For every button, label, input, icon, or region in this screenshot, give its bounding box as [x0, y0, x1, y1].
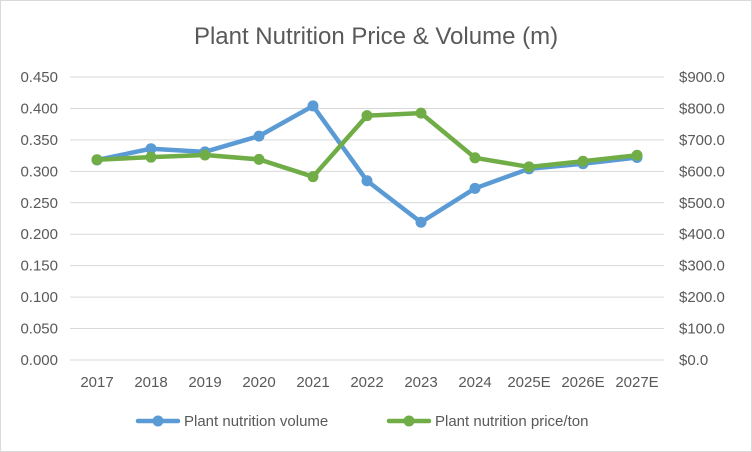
- data-point: [199, 149, 211, 161]
- left-tick-label: 0.300: [20, 163, 58, 180]
- left-tick-label: 0.050: [20, 321, 58, 338]
- x-tick-label: 2022: [350, 374, 383, 391]
- data-point: [469, 182, 481, 194]
- chart-title: Plant Nutrition Price & Volume (m): [194, 23, 558, 50]
- x-tick-label: 2027E: [615, 374, 658, 391]
- right-axis-ticks: $0.0 $100.0 $200.0 $300.0 $400.0 $500.0 $600.0…: [679, 69, 725, 369]
- right-tick-label: $300.0: [679, 258, 725, 275]
- x-tick-label: 2024: [458, 374, 491, 391]
- x-tick-label: 2021: [296, 374, 329, 391]
- data-point: [145, 151, 157, 163]
- left-axis-ticks: 0.000 0.050 0.100 0.150 0.200 0.250 0.300 0.350…: [20, 69, 58, 369]
- data-point: [253, 153, 265, 165]
- right-tick-label: $200.0: [679, 289, 725, 306]
- left-tick-label: 0.200: [20, 226, 58, 243]
- legend: Plant nutrition volume Plant nutrition pr…: [135, 413, 588, 430]
- right-tick-label: $100.0: [679, 321, 725, 338]
- x-tick-label: 2025E: [507, 374, 550, 391]
- right-tick-label: $500.0: [679, 195, 725, 212]
- right-tick-label: $900.0: [679, 69, 725, 86]
- legend-label: Plant nutrition price/ton: [435, 413, 588, 430]
- legend-label: Plant nutrition volume: [184, 413, 328, 430]
- left-tick-label: 0.100: [20, 289, 58, 306]
- x-tick-label: 2020: [242, 374, 275, 391]
- left-tick-label: 0.350: [20, 132, 58, 149]
- data-point: [415, 107, 427, 119]
- x-axis-ticks: 2017 2018 2019 2020 2021 2022 2023 2024 2025E 202…: [80, 374, 658, 391]
- right-tick-label: $600.0: [679, 163, 725, 180]
- data-point: [631, 149, 643, 161]
- data-point: [415, 216, 427, 228]
- right-tick-label: $800.0: [679, 100, 725, 117]
- x-tick-label: 2026E: [561, 374, 604, 391]
- left-tick-label: 0.250: [20, 195, 58, 212]
- right-tick-label: $700.0: [679, 132, 725, 149]
- legend-marker: [403, 415, 415, 427]
- legend-marker: [152, 415, 164, 427]
- data-point: [253, 130, 265, 142]
- data-point: [523, 161, 535, 173]
- data-point: [307, 100, 319, 112]
- x-tick-label: 2017: [80, 374, 113, 391]
- right-tick-label: $0.0: [679, 352, 708, 369]
- x-tick-label: 2018: [134, 374, 167, 391]
- data-point: [469, 152, 481, 164]
- left-tick-label: 0.000: [20, 352, 58, 369]
- data-point: [361, 110, 373, 122]
- gridlines: [70, 76, 664, 361]
- data-point: [307, 171, 319, 183]
- data-point: [145, 143, 157, 155]
- left-tick-label: 0.400: [20, 100, 58, 117]
- data-point: [577, 155, 589, 167]
- left-tick-label: 0.450: [20, 69, 58, 86]
- right-tick-label: $400.0: [679, 226, 725, 243]
- series-lines: [91, 100, 643, 228]
- data-point: [91, 154, 103, 166]
- data-point: [361, 175, 373, 187]
- left-tick-label: 0.150: [20, 258, 58, 275]
- x-tick-label: 2019: [188, 374, 221, 391]
- x-tick-label: 2023: [404, 374, 437, 391]
